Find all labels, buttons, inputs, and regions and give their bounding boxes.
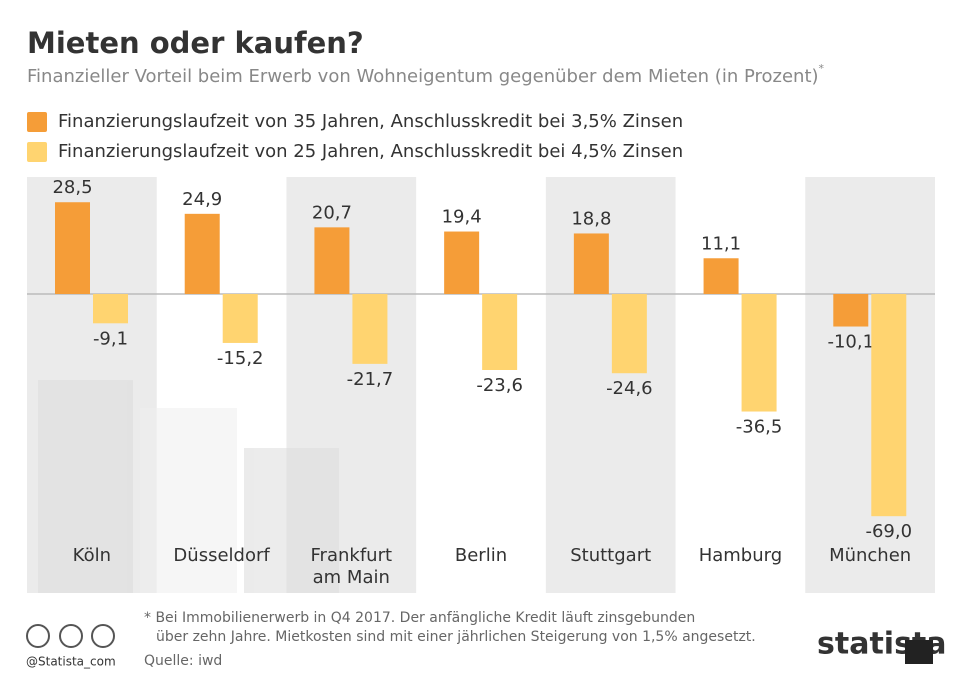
by-icon bbox=[59, 624, 83, 648]
value-label: 18,8 bbox=[571, 208, 611, 229]
footnote: über zehn Jahre. Mietkosten sind mit ein… bbox=[156, 629, 756, 645]
bar bbox=[703, 258, 739, 294]
value-label: -36,5 bbox=[736, 417, 783, 438]
x-tick-label: Frankfurt am Main bbox=[310, 545, 393, 588]
bar bbox=[314, 227, 350, 294]
footnote: * Bei Immobilienerwerb in Q4 2017. Der a… bbox=[144, 610, 695, 626]
value-label: -21,7 bbox=[347, 369, 394, 390]
handle: @Statista_com bbox=[26, 655, 116, 669]
bar bbox=[573, 233, 609, 294]
bar bbox=[93, 294, 128, 324]
column-background bbox=[545, 177, 676, 593]
value-label: -24,6 bbox=[606, 378, 653, 399]
value-label: -69,0 bbox=[865, 521, 912, 542]
column-background bbox=[805, 177, 935, 593]
x-tick-label: Stuttgart bbox=[570, 545, 652, 566]
subtitle-note: * bbox=[819, 62, 825, 75]
bar bbox=[444, 231, 480, 294]
chart-title: Mieten oder kaufen? bbox=[27, 26, 364, 60]
bar bbox=[222, 294, 258, 343]
cc-icon bbox=[26, 624, 50, 648]
legend-swatch bbox=[27, 112, 47, 132]
bar bbox=[741, 294, 777, 412]
bar bbox=[482, 294, 518, 370]
bar bbox=[55, 202, 90, 294]
legend-label: Finanzierungslaufzeit von 25 Jahren, Ans… bbox=[58, 141, 683, 162]
value-label: -23,6 bbox=[476, 375, 523, 396]
chart-subtitle: Finanzieller Vorteil beim Erwerb von Woh… bbox=[27, 62, 825, 87]
bar bbox=[184, 213, 220, 294]
buildings bbox=[38, 380, 339, 593]
bar bbox=[611, 294, 647, 374]
value-label: -10,1 bbox=[827, 332, 874, 353]
x-tick-label: München bbox=[829, 545, 912, 566]
value-label: -9,1 bbox=[93, 328, 128, 349]
backgrounds bbox=[27, 177, 935, 593]
x-tick-label: Berlin bbox=[454, 545, 508, 566]
value-label: 11,1 bbox=[701, 233, 741, 254]
value-label: 19,4 bbox=[442, 207, 482, 228]
building bbox=[140, 408, 237, 593]
value-label: 28,5 bbox=[52, 177, 92, 198]
legend-label: Finanzierungslaufzeit von 35 Jahren, Ans… bbox=[58, 111, 683, 132]
source: Quelle: iwd bbox=[144, 653, 222, 669]
x-tick-label: Düsseldorf bbox=[173, 545, 270, 566]
bar bbox=[871, 294, 907, 517]
subtitle-text: Finanzieller Vorteil beim Erwerb von Woh… bbox=[27, 66, 819, 87]
legend-swatch bbox=[27, 142, 47, 162]
value-label: 20,7 bbox=[312, 202, 352, 223]
bar bbox=[833, 294, 869, 327]
value-label: 24,9 bbox=[182, 189, 222, 210]
x-tick-label: Hamburg bbox=[698, 545, 783, 566]
brand-icon bbox=[905, 640, 933, 664]
building bbox=[38, 380, 133, 593]
value-label: -15,2 bbox=[217, 348, 264, 369]
nd-icon bbox=[91, 624, 115, 648]
building bbox=[244, 448, 339, 593]
bar bbox=[352, 294, 388, 364]
x-tick-label: Köln bbox=[72, 545, 112, 566]
